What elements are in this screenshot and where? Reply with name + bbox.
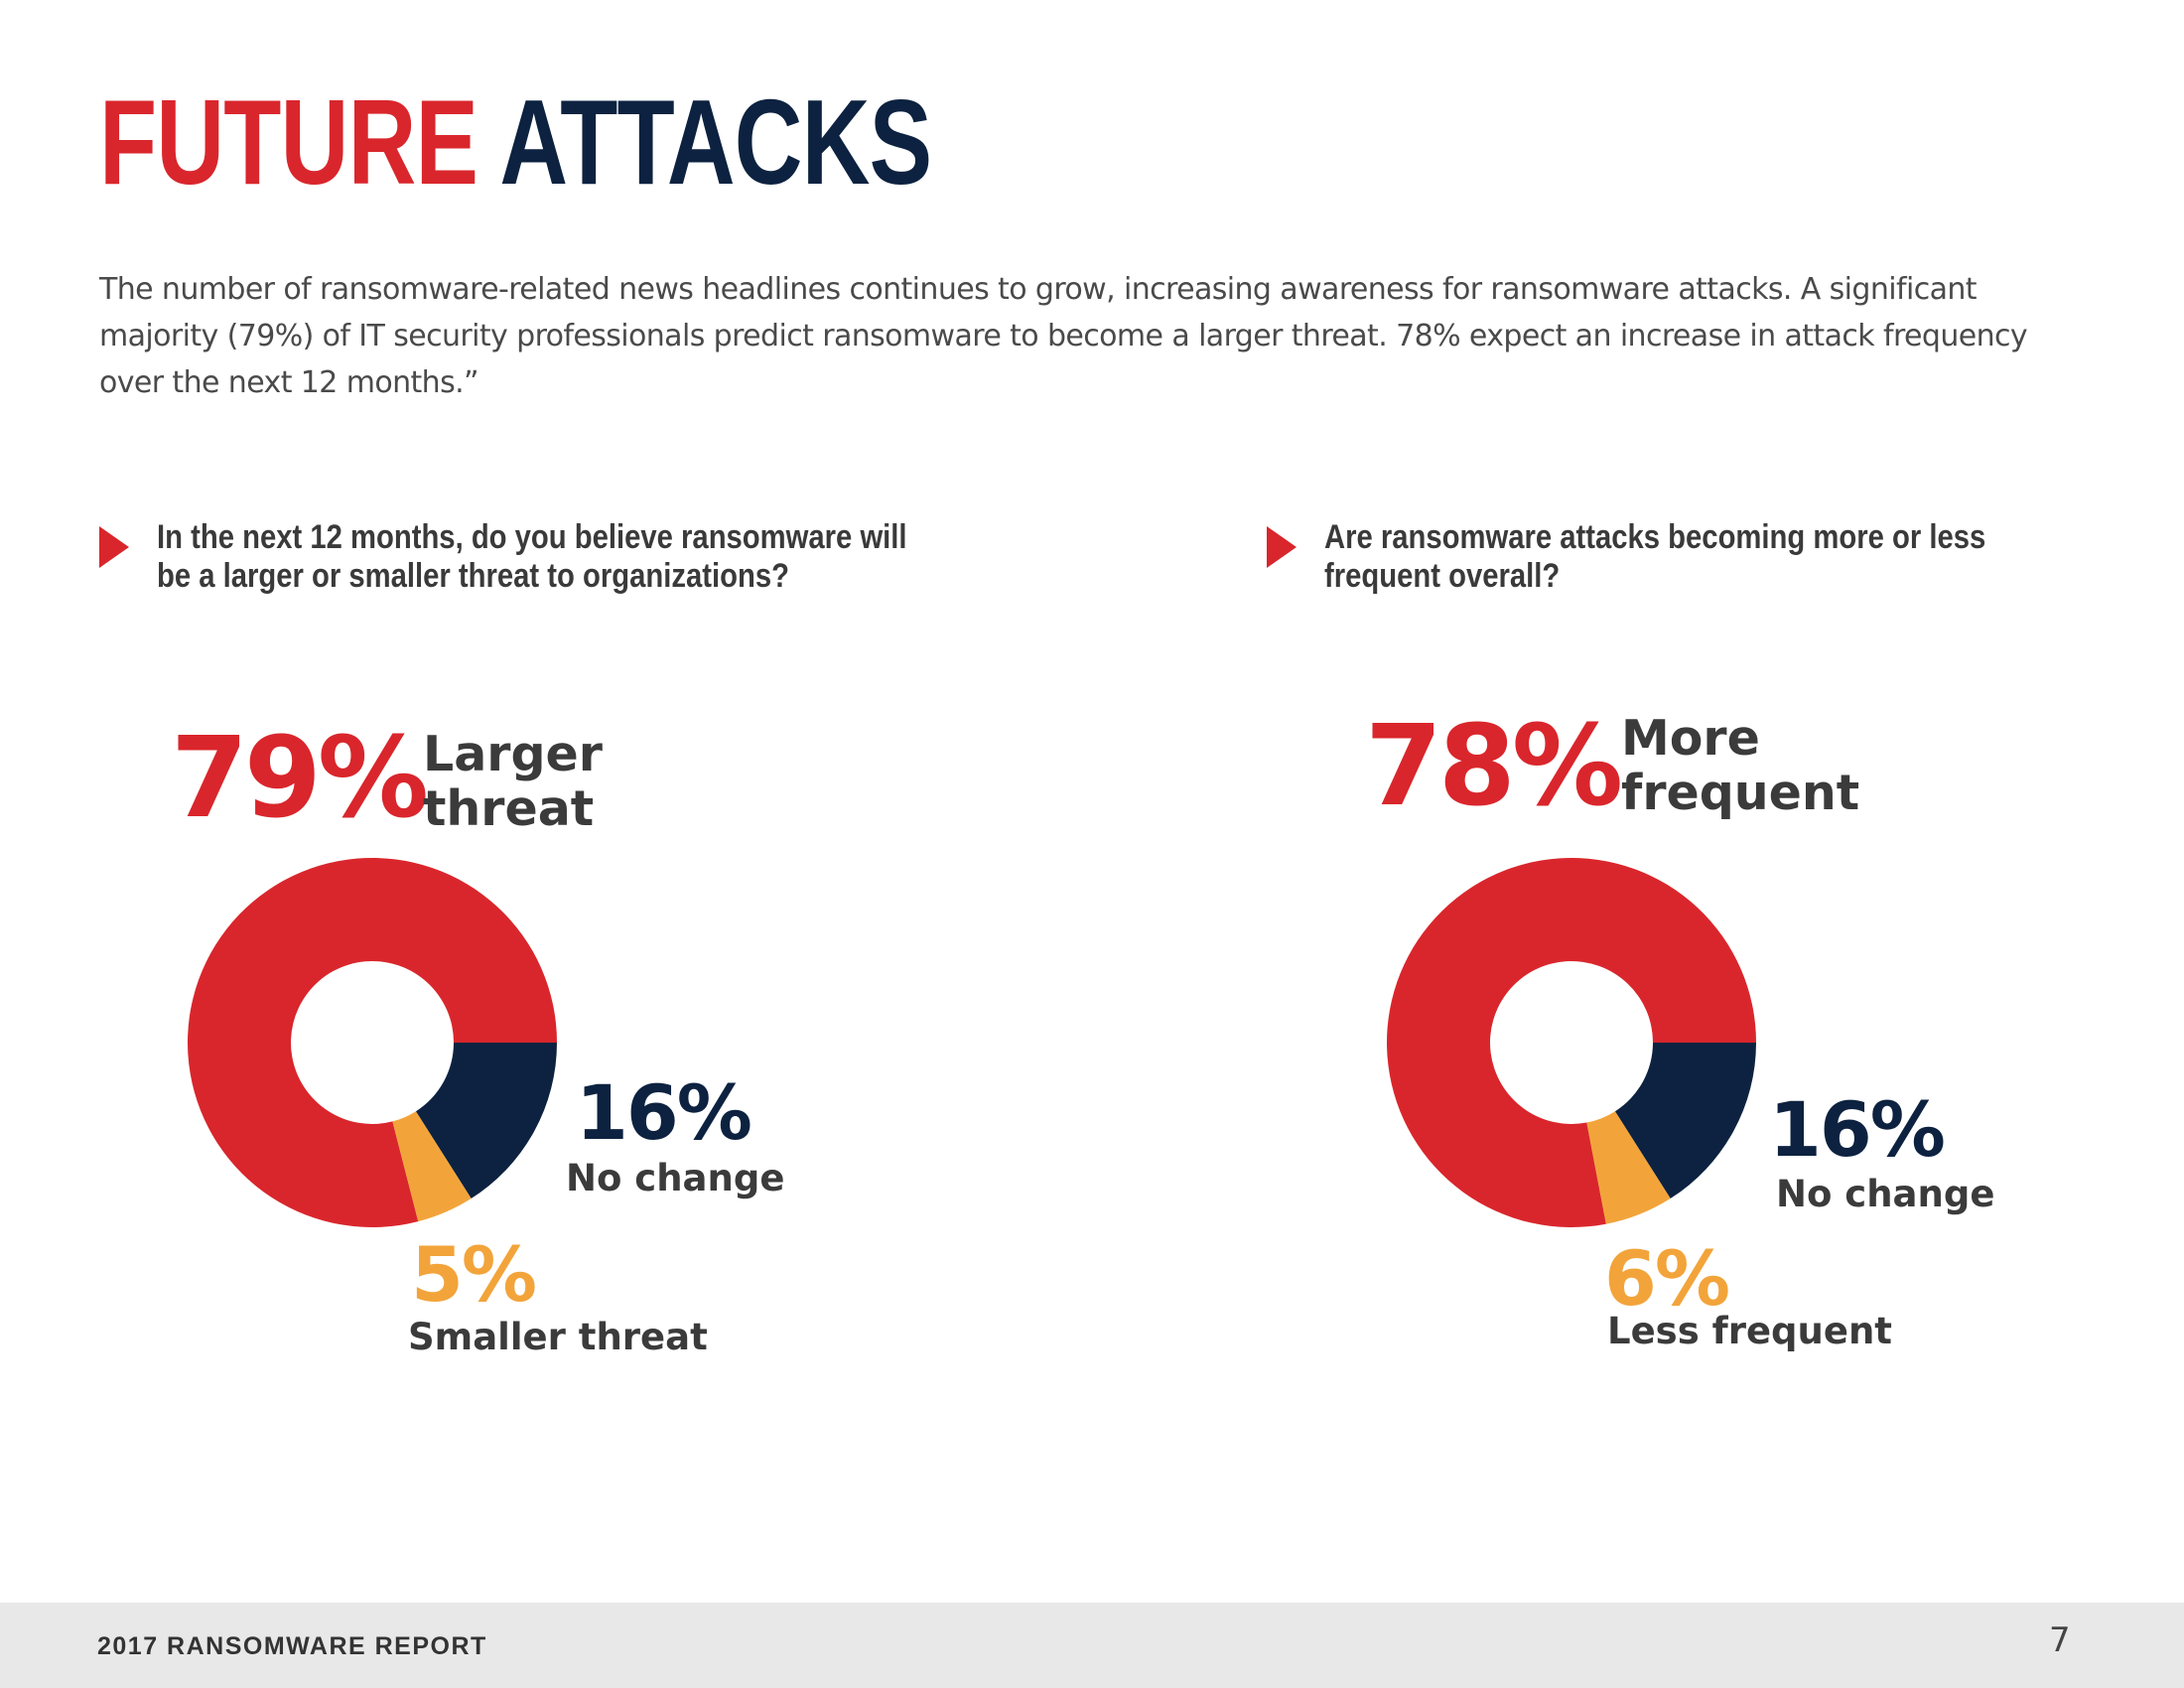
left-main-label: Larger threat	[423, 727, 603, 836]
right-main-label-line2: frequent	[1621, 765, 1860, 821]
right-less-frequent-percent: 6%	[1604, 1234, 1730, 1323]
intro-paragraph: The number of ransomware-related news he…	[99, 272, 2028, 400]
question-left-text: In the next 12 months, do you believe ra…	[157, 518, 907, 595]
play-arrow-icon	[99, 526, 129, 568]
left-main-label-line2: threat	[423, 780, 595, 837]
right-no-change-label: No change	[1776, 1173, 1995, 1215]
right-no-change-percent: 16%	[1769, 1085, 1946, 1174]
page-title: FUTURE ATTACKS	[99, 81, 932, 203]
right-less-frequent-label: Less frequent	[1607, 1310, 1892, 1352]
left-smaller-threat-label: Smaller threat	[408, 1316, 708, 1358]
question-right-text: Are ransomware attacks becoming more or …	[1324, 518, 1986, 595]
title-word-future: FUTURE	[99, 74, 478, 210]
donut-slice-less-frequent	[1586, 1111, 1671, 1224]
donut-slice-more-frequent	[1387, 858, 1756, 1227]
left-no-change-percent: 16%	[576, 1068, 752, 1157]
left-main-label-line1: Larger	[423, 726, 603, 782]
left-donut-chart	[188, 858, 557, 1227]
donut-slice-smaller-threat	[392, 1111, 472, 1222]
question-right: Are ransomware attacks becoming more or …	[1267, 518, 2120, 596]
page-number: 7	[2049, 1620, 2071, 1660]
left-no-change-label: No change	[566, 1157, 785, 1199]
footer-bar	[0, 1603, 2184, 1688]
right-main-label-line1: More	[1621, 710, 1760, 767]
right-main-label: More frequent	[1621, 711, 1859, 820]
donut-slice-no-change	[415, 1043, 557, 1199]
right-donut-chart	[1387, 858, 1756, 1227]
left-main-percent: 79%	[171, 714, 429, 843]
footer-report-name: 2017 RANSOMWARE REPORT	[97, 1632, 487, 1660]
right-main-percent: 78%	[1365, 702, 1623, 831]
donut-slice-larger-threat	[188, 858, 557, 1227]
left-smaller-threat-percent: 5%	[411, 1230, 537, 1319]
play-arrow-icon	[1267, 526, 1297, 568]
question-left: In the next 12 months, do you believe ra…	[99, 518, 1072, 596]
donut-slice-no-change	[1614, 1043, 1756, 1199]
title-word-attacks: ATTACKS	[499, 74, 932, 210]
